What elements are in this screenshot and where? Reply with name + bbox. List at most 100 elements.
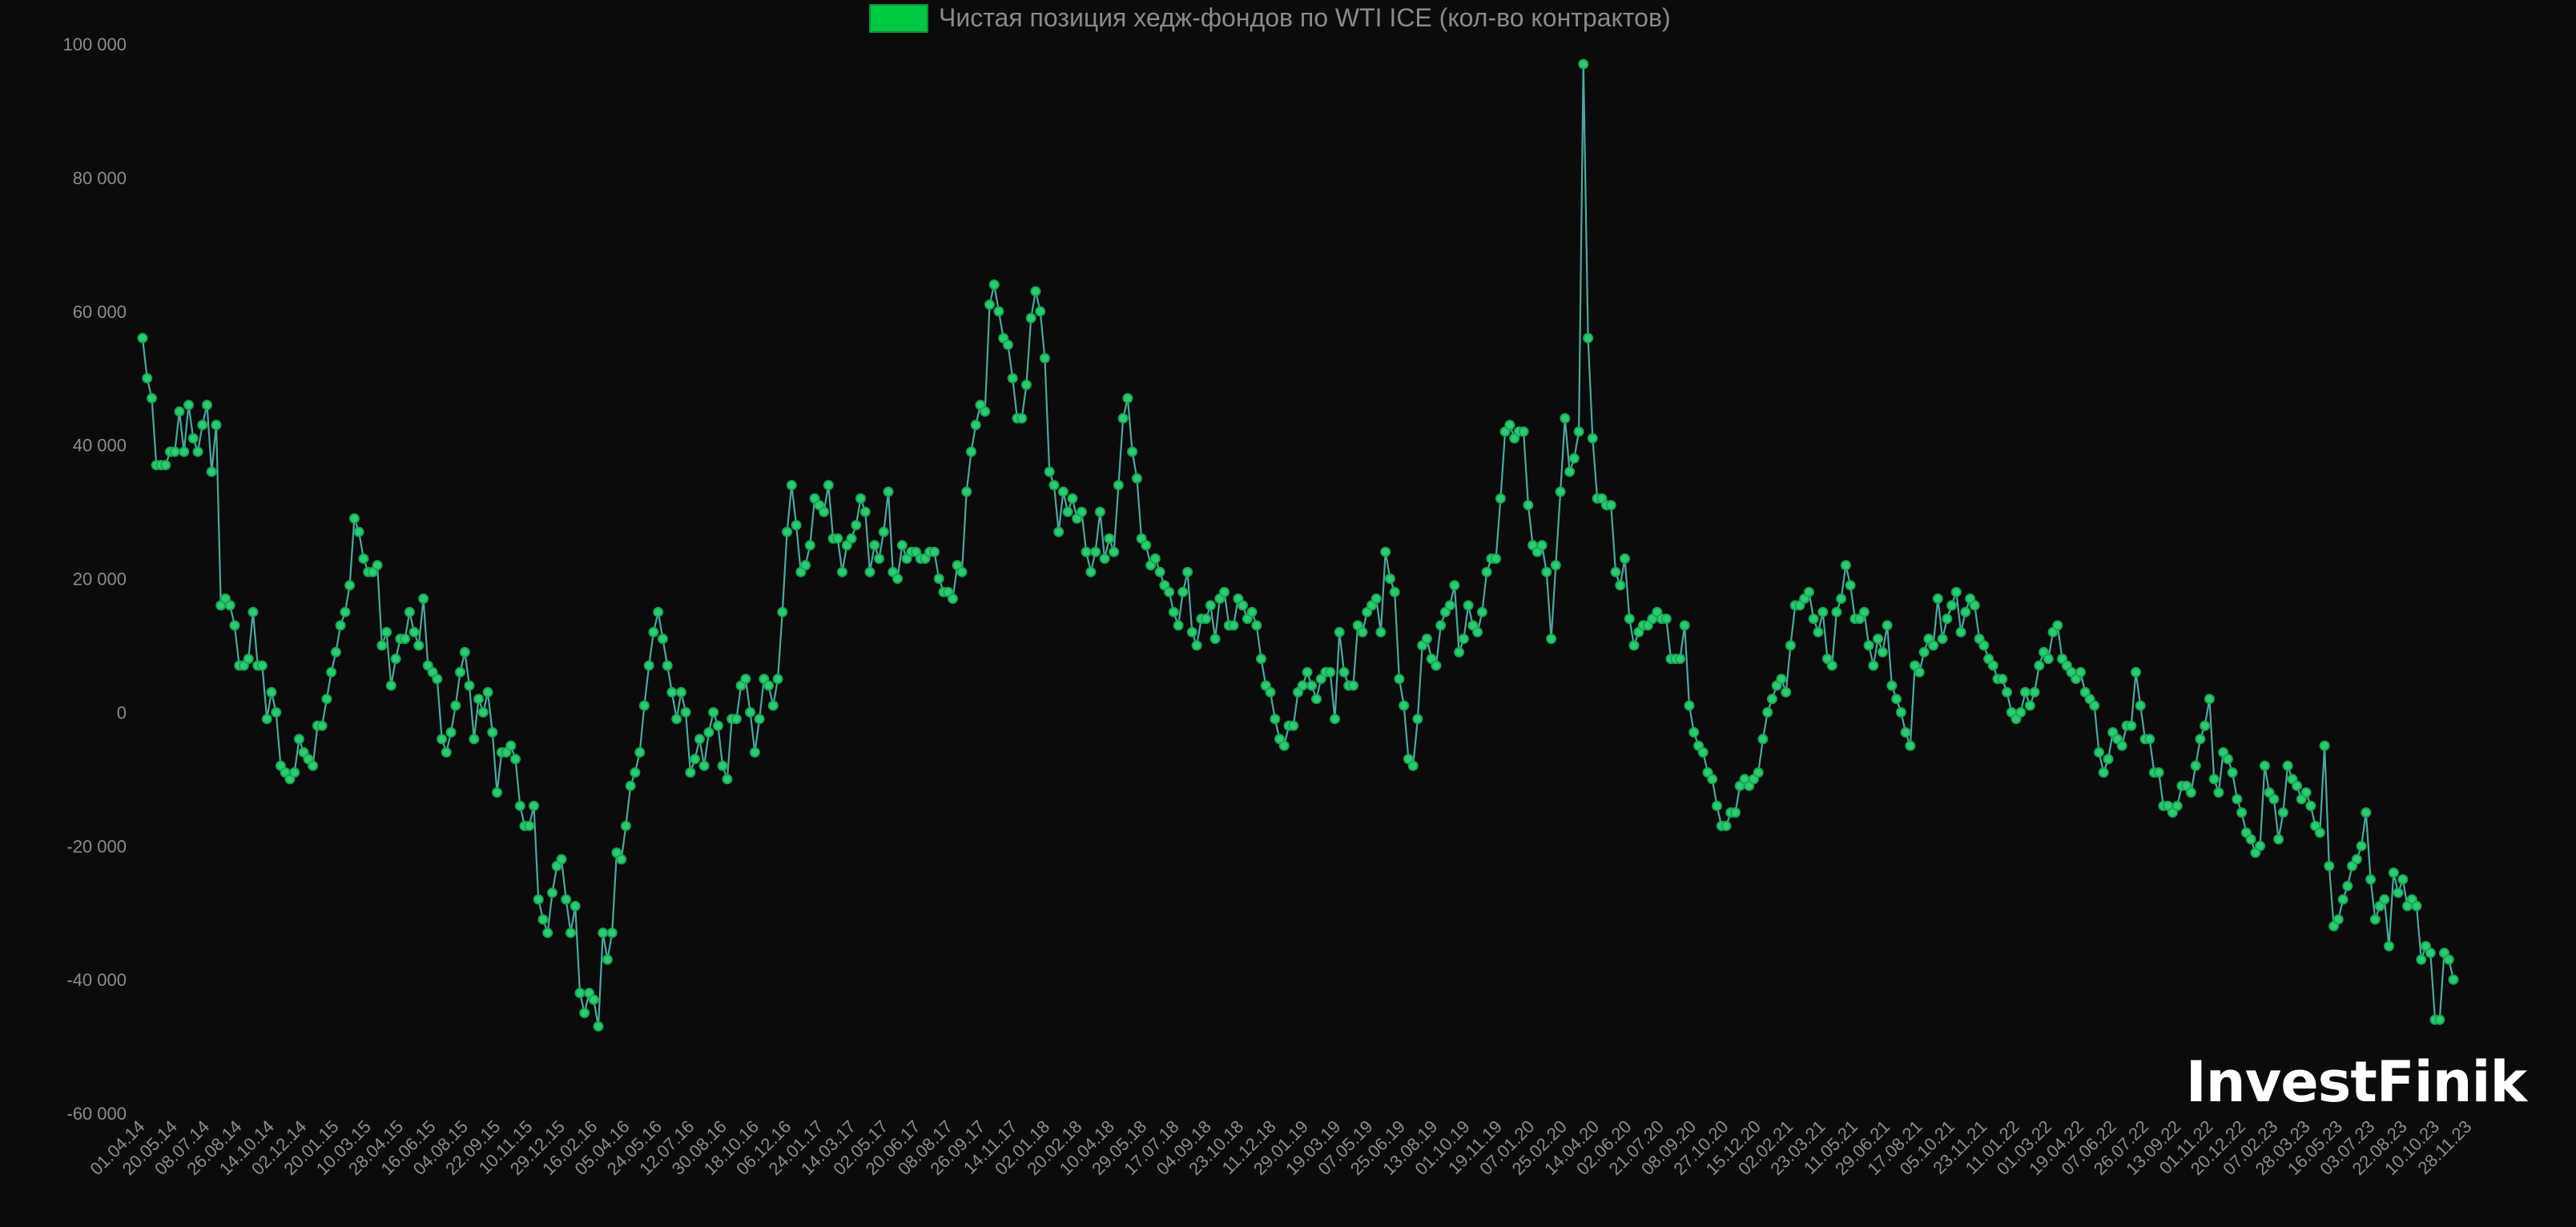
data-point[interactable] [2245,834,2256,845]
data-point[interactable] [1987,660,1998,671]
data-point[interactable] [418,593,429,604]
data-point[interactable] [1753,767,1764,778]
data-point[interactable] [1177,586,1189,597]
data-point[interactable] [598,927,609,939]
data-point[interactable] [1900,726,1911,738]
data-point[interactable] [1679,620,1690,631]
data-point[interactable] [1840,560,1851,571]
data-point[interactable] [537,914,549,925]
data-point[interactable] [1491,553,1502,564]
data-point[interactable] [2379,894,2390,905]
data-point[interactable] [266,686,277,698]
data-point[interactable] [620,820,631,831]
data-point[interactable] [2200,720,2211,731]
data-point[interactable] [745,706,756,718]
data-point[interactable] [2393,887,2404,899]
data-point[interactable] [1886,680,1898,691]
data-point[interactable] [1863,640,1874,651]
data-point[interactable] [892,573,903,584]
data-point[interactable] [1472,626,1483,638]
data-point[interactable] [2397,874,2409,885]
data-point[interactable] [1560,412,1571,424]
data-point[interactable] [2171,800,2183,811]
data-point[interactable] [1518,426,1529,437]
data-point[interactable] [441,746,452,758]
data-point[interactable] [625,780,636,791]
data-point[interactable] [1219,586,1230,597]
data-point[interactable] [308,760,319,771]
data-point[interactable] [2342,880,2353,891]
data-point[interactable] [1081,546,1092,557]
data-point[interactable] [1997,674,2008,685]
data-point[interactable] [2448,974,2459,985]
data-point[interactable] [933,573,944,584]
data-point[interactable] [606,927,618,939]
data-point[interactable] [2369,914,2381,925]
data-point[interactable] [1546,634,1557,645]
data-point[interactable] [1868,660,1879,671]
data-point[interactable] [1431,660,1442,671]
data-point[interactable] [1016,412,1028,424]
data-point[interactable] [1826,660,1837,671]
data-point[interactable] [2273,834,2284,845]
data-point[interactable] [630,767,641,778]
data-point[interactable] [1610,566,1621,577]
data-point[interactable] [855,493,866,504]
data-point[interactable] [874,553,884,564]
data-point[interactable] [413,640,425,651]
data-point[interactable] [2002,686,2012,698]
data-point[interactable] [984,299,995,310]
data-point[interactable] [1251,620,1262,631]
data-point[interactable] [1311,694,1322,705]
data-point[interactable] [445,726,457,738]
data-point[interactable] [2337,894,2349,905]
data-point[interactable] [450,700,461,711]
data-point[interactable] [142,372,153,384]
data-point[interactable] [588,994,599,1005]
data-point[interactable] [261,714,272,725]
data-point[interactable] [1918,646,1930,658]
data-point[interactable] [335,620,346,631]
data-point[interactable] [1302,666,1313,678]
data-point[interactable] [1035,306,1046,317]
data-point[interactable] [1113,480,1124,491]
data-point[interactable] [293,734,304,745]
data-point[interactable] [326,666,337,678]
data-point[interactable] [2443,954,2454,965]
data-point[interactable] [2305,800,2316,811]
data-point[interactable] [1127,446,1138,457]
data-point[interactable] [1168,606,1179,618]
data-point[interactable] [248,606,259,618]
data-point[interactable] [1624,614,1635,625]
data-point[interactable] [385,680,396,691]
data-point[interactable] [837,566,847,577]
data-point[interactable] [1104,533,1115,544]
data-point[interactable] [372,560,383,571]
data-point[interactable] [2195,734,2206,745]
data-point[interactable] [1536,540,1548,551]
data-point[interactable] [1568,453,1580,464]
data-point[interactable] [1380,546,1391,557]
data-point[interactable] [1025,312,1036,324]
data-point[interactable] [404,606,415,618]
data-point[interactable] [1891,694,1902,705]
data-point[interactable] [819,506,830,517]
data-point[interactable] [2034,660,2045,671]
data-point[interactable] [690,754,701,765]
data-point[interactable] [1781,686,1792,698]
data-point[interactable] [169,446,180,457]
data-point[interactable] [1605,500,1616,511]
data-point[interactable] [1858,606,1870,618]
data-point[interactable] [1946,600,1958,611]
data-point[interactable] [492,787,502,798]
data-point[interactable] [1053,526,1065,537]
data-point[interactable] [2213,787,2224,798]
data-point[interactable] [469,734,480,745]
data-point[interactable] [2052,620,2063,631]
data-point[interactable] [1182,566,1193,577]
data-point[interactable] [2332,914,2344,925]
data-point[interactable] [731,714,742,725]
data-point[interactable] [2190,760,2201,771]
data-point[interactable] [2135,700,2146,711]
data-point[interactable] [680,706,691,718]
